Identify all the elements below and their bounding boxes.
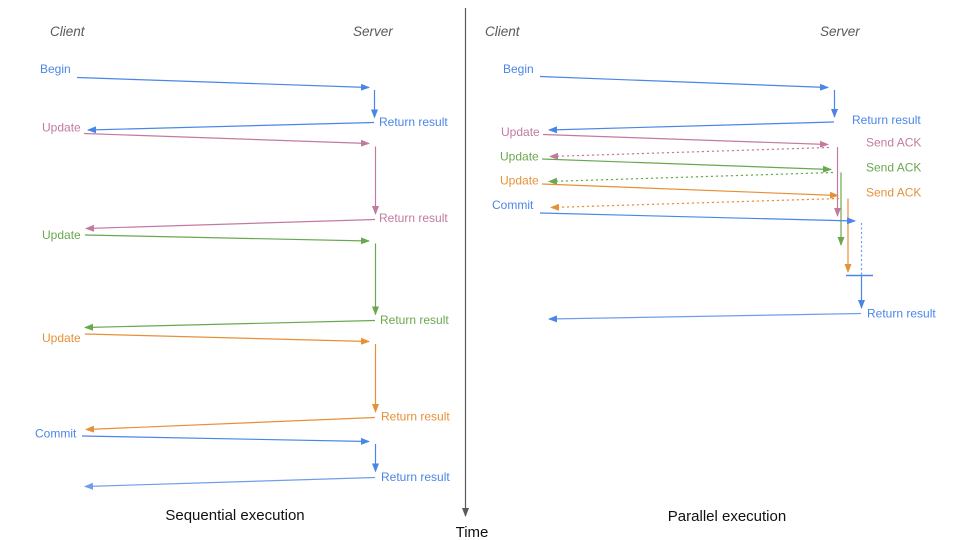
request-label-begin: Begin: [40, 62, 71, 76]
par-step-update-3: Update Send ACK: [500, 174, 921, 273]
response-label-send-ack: Send ACK: [866, 186, 921, 200]
request-arrow: [541, 183, 839, 199]
response-label-return-result: Return result: [381, 470, 450, 484]
seq-step-commit: Commit Return result: [35, 427, 450, 490]
request-arrow: [81, 435, 370, 445]
client-column-header: Client: [50, 24, 86, 39]
panel-title-sequential: Sequential execution: [165, 507, 304, 524]
response-label-return-result: Return result: [852, 113, 921, 127]
request-label-update: Update: [42, 331, 81, 345]
client-column-header: Client: [485, 24, 521, 39]
time-axis-label: Time: [456, 524, 489, 540]
request-arrow: [84, 234, 370, 245]
ack-dashed-arrow: [550, 197, 840, 211]
seq-step-update-3: Update Return result: [42, 331, 450, 433]
response-label-send-ack: Send ACK: [866, 161, 921, 175]
response-arrow: [548, 312, 862, 323]
par-step-commit: Commit Return result: [492, 198, 936, 323]
seq-step-update-1: Update Return result: [42, 121, 448, 232]
request-label-commit: Commit: [35, 427, 77, 441]
request-label-update: Update: [42, 121, 81, 135]
par-step-begin: Begin Return result: [503, 62, 921, 134]
par-step-update-2: Update Send ACK: [500, 150, 921, 246]
response-arrow: [548, 121, 835, 134]
response-label-return-result: Return result: [380, 313, 449, 327]
ack-dashed-arrow: [549, 146, 830, 160]
request-arrow: [84, 333, 370, 345]
request-label-begin: Begin: [503, 62, 534, 76]
response-label-return-result: Return result: [379, 211, 448, 225]
request-arrow: [541, 158, 832, 173]
seq-step-update-2: Update Return result: [42, 228, 449, 331]
response-arrow: [85, 416, 376, 433]
request-label-update: Update: [500, 150, 539, 164]
panel-parallel-execution: Client Server Begin Return result Update…: [485, 24, 936, 525]
ack-dashed-arrow: [548, 171, 834, 185]
seq-step-begin: Begin Return result: [40, 62, 448, 134]
panel-title-parallel: Parallel execution: [668, 508, 786, 525]
server-column-header: Server: [353, 24, 393, 39]
request-arrow: [76, 76, 370, 91]
request-label-update: Update: [42, 228, 81, 242]
response-arrow: [87, 121, 375, 134]
request-arrow: [83, 132, 370, 147]
response-label-return-result: Return result: [379, 115, 448, 129]
request-arrow: [539, 75, 829, 91]
par-step-update-1: Update Send ACK: [501, 125, 921, 217]
panel-sequential-execution: Client Server Begin Return result Update…: [35, 24, 450, 524]
response-label-return-result: Return result: [867, 307, 936, 321]
server-column-header: Server: [820, 24, 860, 39]
request-label-commit: Commit: [492, 198, 534, 212]
request-label-update: Update: [500, 174, 539, 188]
request-arrow: [542, 133, 829, 148]
response-arrow: [84, 476, 376, 490]
response-label-send-ack: Send ACK: [866, 136, 921, 150]
response-arrow: [85, 218, 376, 232]
request-label-update: Update: [501, 125, 540, 139]
time-axis: Time: [456, 8, 489, 540]
response-arrow: [84, 319, 376, 331]
response-label-return-result: Return result: [381, 410, 450, 424]
request-arrow: [539, 212, 856, 225]
